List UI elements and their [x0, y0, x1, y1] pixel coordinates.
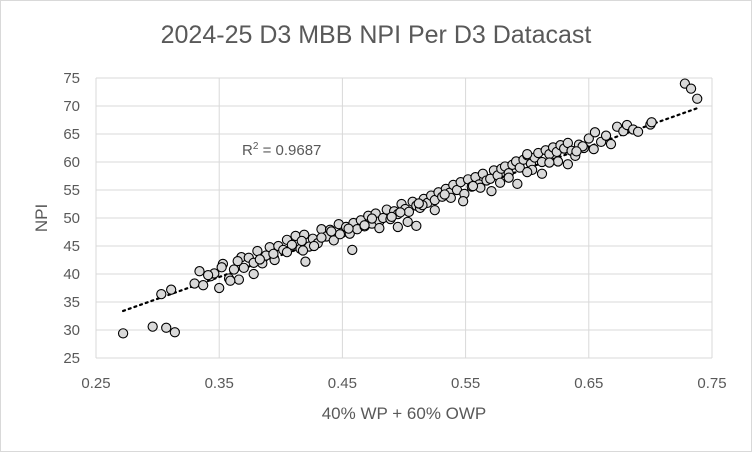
- data-point: [232, 255, 243, 267]
- x-tick-label: 0.35: [205, 375, 234, 392]
- y-tick-label: 55: [63, 182, 80, 199]
- data-point: [334, 229, 346, 240]
- y-tick-label: 35: [63, 294, 80, 311]
- data-point: [308, 240, 320, 252]
- data-point: [632, 126, 644, 137]
- data-point: [512, 178, 523, 189]
- data-point: [202, 269, 214, 281]
- x-tick-label: 0.45: [328, 375, 357, 392]
- data-point: [316, 232, 327, 243]
- data-point: [147, 321, 158, 332]
- data-point: [233, 274, 245, 285]
- data-point: [268, 248, 279, 259]
- data-point: [571, 146, 582, 157]
- data-point: [248, 268, 259, 280]
- y-tick-label: 40: [63, 266, 80, 283]
- y-axis-title: NPI: [32, 204, 51, 232]
- data-point: [117, 328, 129, 339]
- data-point: [411, 220, 422, 231]
- data-point: [156, 289, 167, 300]
- data-point: [439, 189, 450, 200]
- data-point: [429, 205, 440, 216]
- r-squared-exponent: 2: [253, 141, 259, 152]
- trendline-layer: [122, 107, 699, 313]
- data-point: [536, 168, 548, 179]
- data-point: [522, 149, 533, 160]
- data-point: [685, 83, 697, 94]
- gridlines: [95, 77, 713, 359]
- data-point: [228, 264, 240, 275]
- data-point: [457, 196, 469, 207]
- data-point: [347, 244, 358, 256]
- data-point: [216, 262, 227, 273]
- x-tick-label: 0.65: [574, 375, 603, 392]
- y-tick-label: 75: [63, 70, 80, 87]
- y-tick-label: 65: [63, 126, 80, 143]
- data-point: [467, 180, 479, 192]
- data-point: [300, 256, 311, 267]
- r-squared-label: R2 = 0.9687: [242, 141, 321, 159]
- data-point: [486, 185, 497, 197]
- data-point: [194, 266, 205, 277]
- data-point: [562, 159, 574, 170]
- data-point: [252, 245, 263, 257]
- data-point: [544, 157, 555, 168]
- data-point: [343, 223, 354, 234]
- data-point: [189, 278, 200, 289]
- data-point: [588, 143, 599, 155]
- data-point: [326, 226, 337, 237]
- y-tick-label: 25: [63, 350, 80, 367]
- data-point: [600, 130, 612, 141]
- data-point: [214, 282, 225, 294]
- chart-title: 2024-25 D3 MBB NPI Per D3 Datacast: [161, 21, 592, 49]
- data-point: [589, 127, 601, 138]
- data-point: [552, 156, 564, 167]
- r-squared-symbol: R: [242, 142, 253, 159]
- y-tick-label: 30: [63, 322, 80, 339]
- data-point: [646, 117, 657, 128]
- data-point: [583, 133, 594, 144]
- data-point: [225, 275, 236, 286]
- y-tick-label: 70: [63, 98, 80, 115]
- x-tick-label: 0.25: [81, 375, 110, 392]
- x-tick-label: 0.75: [697, 375, 726, 392]
- r-squared-value: = 0.9687: [258, 142, 321, 159]
- data-point: [392, 221, 403, 233]
- data-point: [296, 235, 307, 247]
- data-point: [605, 138, 617, 150]
- data-point: [395, 207, 406, 218]
- data-point: [254, 254, 266, 265]
- data-point: [166, 284, 177, 295]
- trendline: [122, 107, 699, 313]
- data-point: [359, 220, 370, 231]
- tick-labels: 25 30 35 40 45 50 55 60 65 70 75 0.25 0.35 0.45 0.55 0.…: [63, 70, 726, 392]
- y-tick-label: 60: [63, 154, 80, 171]
- data-point: [374, 222, 385, 234]
- data-point: [366, 213, 378, 224]
- x-axis-title: 40% WP + 60% OWP: [322, 404, 487, 423]
- data-point: [402, 216, 413, 228]
- data-point: [286, 239, 298, 251]
- data-point: [503, 172, 514, 183]
- y-tick-label: 50: [63, 210, 80, 227]
- data-point: [161, 322, 172, 333]
- data-point: [386, 211, 397, 223]
- points-layer: [117, 78, 703, 339]
- data-point: [297, 245, 309, 256]
- data-point: [494, 177, 506, 188]
- x-tick-label: 0.55: [451, 375, 480, 392]
- y-tick-label: 45: [63, 238, 80, 255]
- data-point: [281, 247, 293, 258]
- data-point: [522, 166, 533, 178]
- data-point: [413, 198, 424, 209]
- data-point: [198, 280, 209, 291]
- data-point: [238, 262, 249, 273]
- data-point: [692, 93, 703, 104]
- data-point: [169, 327, 180, 338]
